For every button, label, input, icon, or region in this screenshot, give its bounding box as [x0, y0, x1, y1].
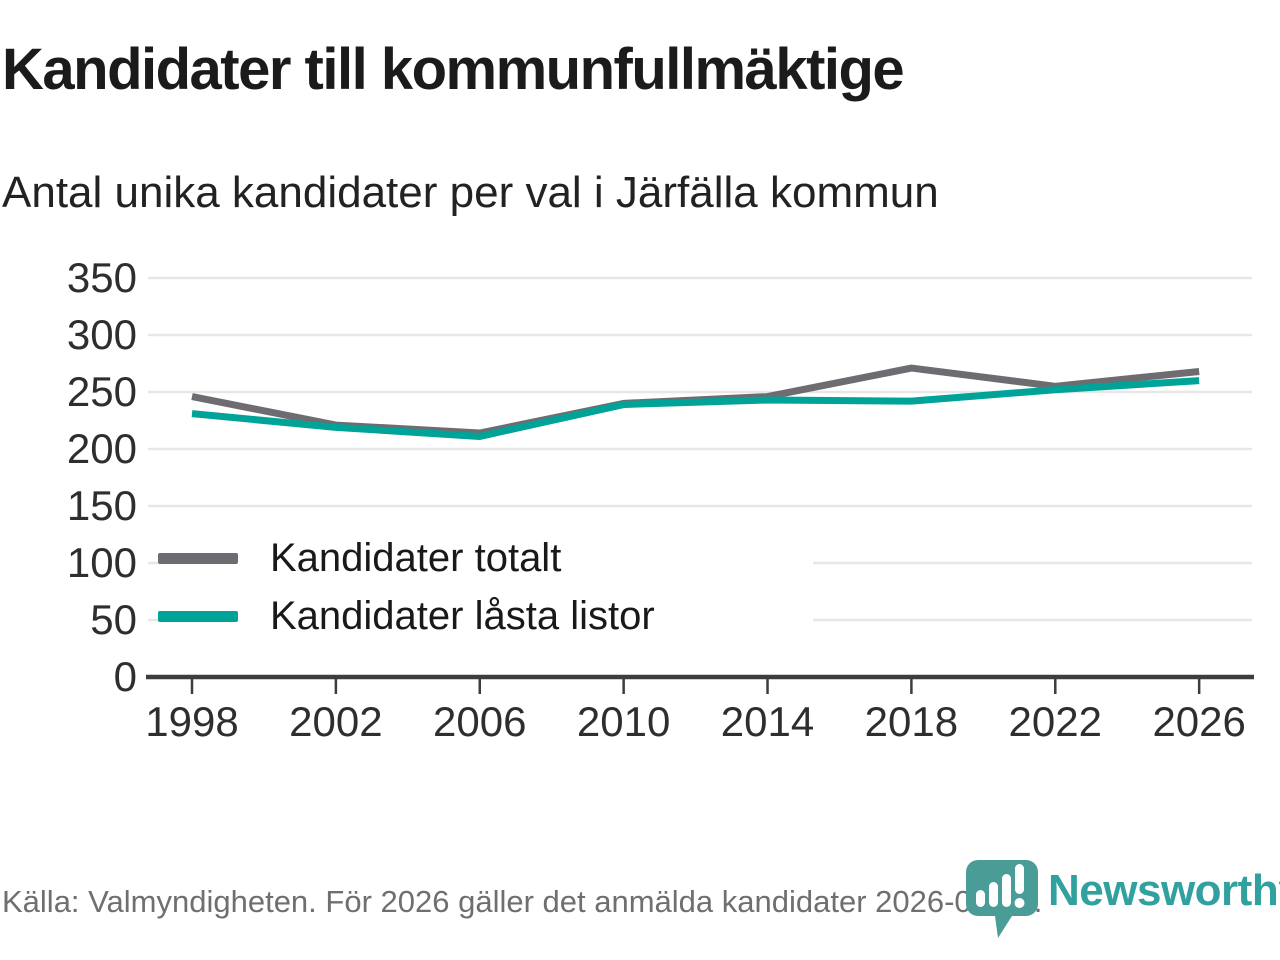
source-note: Källa: Valmyndigheten. För 2026 gäller d…	[2, 884, 1043, 919]
svg-text:250: 250	[67, 368, 137, 415]
svg-text:2014: 2014	[721, 698, 814, 745]
line-chart: 0 50 100 150 200 250 300 350 1998 2002 2006 2010 201…	[0, 250, 1280, 760]
svg-text:200: 200	[67, 425, 137, 472]
svg-text:2018: 2018	[865, 698, 958, 745]
legend-swatch-gray	[158, 552, 238, 564]
svg-text:0: 0	[114, 653, 137, 700]
newsworthy-logo-text: Newsworthy	[1048, 866, 1280, 915]
legend-item-lasta-listor: Kandidater låsta listor	[158, 588, 813, 644]
legend-item-totalt: Kandidater totalt	[158, 530, 813, 586]
svg-text:1998: 1998	[145, 698, 238, 745]
page-subtitle: Antal unika kandidater per val i Järfäll…	[2, 168, 939, 217]
page-title: Kandidater till kommunfullmäktige	[2, 37, 905, 102]
svg-text:2026: 2026	[1152, 698, 1245, 745]
svg-text:2010: 2010	[577, 698, 670, 745]
svg-text:2006: 2006	[433, 698, 526, 745]
svg-text:150: 150	[67, 482, 137, 529]
svg-text:50: 50	[90, 596, 137, 643]
svg-text:300: 300	[67, 311, 137, 358]
legend-label-totalt: Kandidater totalt	[270, 535, 562, 580]
svg-text:2022: 2022	[1009, 698, 1102, 745]
svg-text:350: 350	[67, 254, 137, 301]
svg-text:2002: 2002	[289, 698, 382, 745]
svg-text:100: 100	[67, 539, 137, 586]
chart-legend: Kandidater totalt Kandidater låsta listo…	[158, 528, 813, 646]
newsworthy-pin-icon	[966, 860, 1038, 938]
line-chart-canvas: 0 50 100 150 200 250 300 350 1998 2002 2006 2010 201…	[67, 254, 1254, 745]
legend-label-lasta-listor: Kandidater låsta listor	[270, 593, 655, 638]
newsworthy-logo: Newsworthy	[962, 854, 1280, 942]
legend-swatch-teal	[158, 610, 238, 622]
